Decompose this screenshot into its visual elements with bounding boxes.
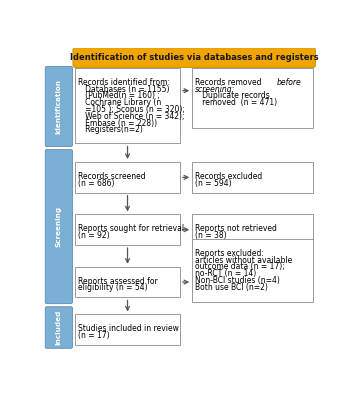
Text: outcome data (n = 17);: outcome data (n = 17); (196, 262, 285, 271)
FancyBboxPatch shape (192, 239, 313, 302)
Text: Identification of studies via databases and registers: Identification of studies via databases … (70, 53, 318, 62)
FancyBboxPatch shape (75, 162, 180, 193)
Text: no-RCT (n = 14): no-RCT (n = 14) (196, 269, 257, 278)
Text: (n = 17): (n = 17) (78, 331, 110, 340)
Text: before: before (277, 78, 302, 87)
Text: Cochrane Library (n: Cochrane Library (n (78, 98, 162, 107)
Text: Records screened: Records screened (78, 172, 146, 181)
Text: removed  (n = 471): removed (n = 471) (196, 98, 278, 107)
FancyBboxPatch shape (75, 214, 180, 245)
Text: Registers(n=2): Registers(n=2) (78, 125, 143, 134)
Text: Databases (n = 1155): Databases (n = 1155) (78, 85, 170, 94)
Text: Screening: Screening (56, 206, 62, 247)
FancyBboxPatch shape (192, 68, 313, 128)
FancyBboxPatch shape (75, 314, 180, 345)
Text: Non-BCI studies (n=4): Non-BCI studies (n=4) (196, 276, 280, 285)
Text: (n = 92): (n = 92) (78, 231, 110, 240)
Text: Web of Science (n = 342);: Web of Science (n = 342); (78, 112, 185, 121)
Text: Duplicate records: Duplicate records (196, 92, 270, 100)
Text: Both use BCI (n=2): Both use BCI (n=2) (196, 283, 268, 292)
Text: Records identified from:: Records identified from: (78, 78, 171, 87)
Text: Records removed: Records removed (196, 78, 264, 87)
Text: screening:: screening: (196, 85, 236, 94)
Text: Studies included in review: Studies included in review (78, 324, 179, 333)
FancyBboxPatch shape (192, 162, 313, 193)
Text: =105 ); Scopus (n = 320);: =105 ); Scopus (n = 320); (78, 105, 185, 114)
Text: (PubMed(n = 160) ;: (PubMed(n = 160) ; (78, 92, 160, 100)
FancyBboxPatch shape (45, 66, 72, 146)
Text: Reports not retrieved: Reports not retrieved (196, 224, 277, 233)
Text: Reports excluded:: Reports excluded: (196, 249, 264, 258)
Text: articles without available: articles without available (196, 256, 293, 264)
Text: (n = 686): (n = 686) (78, 178, 115, 188)
FancyBboxPatch shape (73, 48, 315, 68)
Text: (n = 38): (n = 38) (196, 231, 227, 240)
Text: Records excluded: Records excluded (196, 172, 263, 181)
FancyBboxPatch shape (45, 150, 72, 304)
Text: Identification: Identification (56, 79, 62, 134)
FancyBboxPatch shape (75, 68, 180, 144)
Text: Reports assessed for: Reports assessed for (78, 276, 158, 286)
FancyBboxPatch shape (75, 267, 180, 298)
Text: Included: Included (56, 310, 62, 345)
Text: Embase (n = 228)): Embase (n = 228)) (78, 118, 158, 128)
Text: Reports sought for retrieval: Reports sought for retrieval (78, 224, 185, 233)
FancyBboxPatch shape (192, 214, 313, 245)
FancyBboxPatch shape (45, 307, 72, 348)
Text: (n = 594): (n = 594) (196, 178, 232, 188)
Text: eligibility (n = 54): eligibility (n = 54) (78, 283, 148, 292)
